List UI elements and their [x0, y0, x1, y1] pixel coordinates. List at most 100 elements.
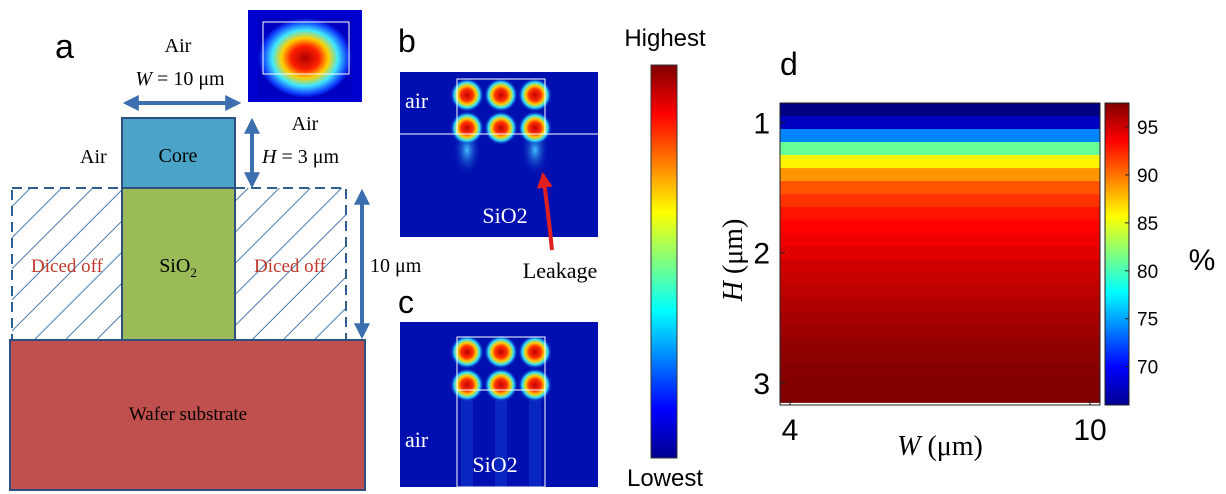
var: W: [135, 68, 154, 90]
value: = 3 μm: [281, 146, 339, 168]
sio2-pillar: [121, 187, 236, 341]
heat-row: [780, 259, 1100, 273]
var: W: [897, 431, 923, 462]
colorbar: [1104, 102, 1130, 406]
heat-row: [780, 194, 1100, 208]
x-tick-label: 10: [1073, 414, 1106, 447]
heat-row: [780, 389, 1100, 403]
heat-row: [780, 142, 1100, 156]
panel-a: a Air W = 10 μm Air Air Core H = 3 μm Di…: [9, 10, 422, 491]
colorbar-label: %: [1189, 244, 1216, 277]
x-tick-label: 4: [782, 414, 799, 447]
panel-d: d W (μm) H (μm) % 4 10 1 2 3 70 75 80 85 90 95: [718, 46, 1215, 462]
sio2-label: SiO2: [482, 203, 527, 228]
air-label: air: [405, 427, 429, 452]
diced-region: [11, 187, 123, 341]
field-spot: [484, 368, 518, 402]
field-stripe: [529, 400, 541, 487]
pillar-outline: [456, 336, 546, 488]
heat-row: [780, 272, 1100, 286]
sio2-label: SiO2: [472, 452, 517, 477]
x-axis-label: W (μm): [897, 431, 983, 462]
unit: (μm): [927, 431, 982, 462]
heat-row: [780, 376, 1100, 390]
core-label: Core: [159, 145, 198, 167]
base: SiO: [159, 255, 190, 277]
heat-row: [780, 155, 1100, 169]
field-spot: [518, 335, 552, 369]
colorbar-tick-label: 85: [1137, 214, 1158, 235]
heat-row: [780, 116, 1100, 130]
panel-label: d: [780, 46, 798, 82]
colorbar-tick-label: 90: [1137, 166, 1158, 187]
colorbar-tick-label: 75: [1137, 310, 1158, 331]
var: H: [261, 146, 278, 168]
high-label: Highest: [624, 25, 706, 52]
field-spot: [484, 78, 518, 112]
colorbar-tick-label: 80: [1137, 262, 1158, 283]
field-spot: [484, 111, 518, 145]
mode-outline: [262, 21, 350, 75]
leakage-label: Leakage: [523, 258, 598, 283]
heat-row: [780, 233, 1100, 247]
air-label: Air: [80, 146, 107, 168]
leakage-arrow: [536, 171, 554, 251]
field-spot: [518, 368, 552, 402]
unit: (μm): [718, 219, 749, 274]
heat-row: [780, 168, 1100, 182]
field-spot: [518, 111, 552, 145]
substrate-label: Wafer substrate: [129, 404, 247, 425]
air-label: air: [405, 88, 429, 113]
height-label: H = 3 μm: [261, 146, 339, 168]
depth-label: 10 μm: [370, 255, 422, 277]
heat-row: [780, 220, 1100, 234]
panel-label: c: [398, 284, 414, 320]
heat-row: [780, 311, 1100, 325]
heat-row: [780, 285, 1100, 299]
heat-row: [780, 129, 1100, 143]
colorbar-tick-label: 95: [1137, 118, 1158, 139]
heat-row: [780, 207, 1100, 221]
heat-row: [780, 337, 1100, 351]
field-spot: [450, 111, 484, 145]
heatmap: [780, 103, 1100, 403]
heat-row: [780, 103, 1100, 117]
var: H: [718, 279, 749, 302]
diced-label: Diced off: [254, 256, 327, 277]
heat-row: [780, 298, 1100, 312]
width-label: W = 10 μm: [135, 68, 225, 90]
field-colorbar: Highest Lowest: [624, 25, 706, 492]
field-stripe: [495, 400, 507, 487]
y-tick-label: 2: [753, 238, 770, 271]
air-label: Air: [165, 35, 192, 57]
panel-label: b: [398, 23, 416, 59]
field-spot: [450, 368, 484, 402]
core: [121, 117, 236, 189]
panel-label: a: [55, 28, 74, 66]
mode-spot: [258, 18, 352, 98]
field-spot: [484, 335, 518, 369]
y-tick-label: 3: [753, 368, 770, 401]
field-spot: [518, 78, 552, 112]
colorbar-tick-label: 70: [1137, 358, 1158, 379]
value: = 10 μm: [157, 68, 225, 90]
y-tick-label: 1: [753, 108, 770, 141]
diced-region: [234, 187, 347, 341]
field-spot: [450, 335, 484, 369]
air-label: Air: [292, 113, 319, 135]
panel-b: b air SiO2 Leakage: [398, 23, 598, 283]
panel-c: c air SiO2: [398, 284, 598, 488]
low-label: Lowest: [627, 465, 703, 492]
field-stripe: [461, 400, 473, 487]
substrate: [9, 339, 366, 491]
heat-row: [780, 324, 1100, 338]
field-spot: [450, 78, 484, 112]
sio2-label: SiO2: [159, 255, 197, 280]
colorbar: [650, 64, 678, 459]
heat-row: [780, 181, 1100, 195]
heat-row: [780, 350, 1100, 364]
heat-row: [780, 363, 1100, 377]
heat-row: [780, 246, 1100, 260]
diced-label: Diced off: [31, 256, 104, 277]
